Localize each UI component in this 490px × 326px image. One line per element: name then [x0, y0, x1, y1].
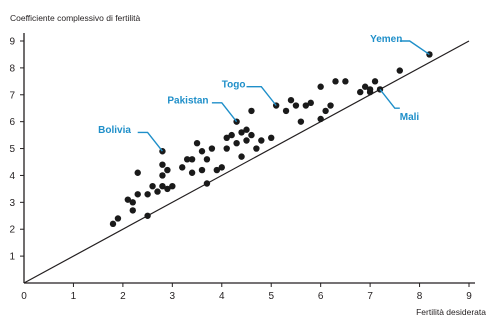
data-point: [223, 134, 230, 141]
data-point: [144, 212, 151, 219]
x-axis-title: Fertilità desiderata: [416, 307, 486, 317]
data-point: [317, 83, 324, 90]
data-point: [179, 164, 186, 171]
x-tick-label: 1: [71, 291, 77, 302]
data-point: [144, 191, 151, 198]
data-point: [268, 134, 275, 141]
data-point: [248, 131, 255, 139]
data-point: [317, 115, 324, 123]
y-tick-label: 4: [9, 171, 15, 182]
x-tick-label: 8: [417, 291, 423, 302]
data-point: [203, 156, 211, 163]
data-point: [213, 166, 221, 174]
data-point: [124, 196, 132, 203]
data-point: [198, 148, 206, 155]
data-point: [297, 118, 305, 125]
data-point: [292, 102, 300, 109]
country-annotations: Yemen Togo Pakistan Bolivia Mali: [98, 34, 430, 152]
y-axis-title: Coefficiente complessivo di fertilità: [10, 13, 141, 23]
data-point: [258, 137, 265, 144]
x-tick-label: 2: [120, 291, 126, 302]
reference-line: [23, 40, 470, 284]
data-point: [322, 107, 329, 115]
annotation-label: Bolivia: [98, 125, 131, 136]
data-point: [243, 137, 250, 144]
data-point: [198, 166, 206, 174]
data-point: [307, 99, 314, 107]
data-point: [129, 199, 136, 206]
data-point: [287, 96, 295, 104]
data-point: [114, 215, 122, 222]
x-tick-label: 9: [466, 291, 472, 302]
y-tick-label: 3: [9, 198, 15, 209]
data-point: [396, 67, 403, 74]
data-point: [233, 139, 240, 147]
y-tick-label: 8: [9, 63, 15, 74]
data-point: [169, 183, 176, 190]
data-point: [193, 139, 201, 147]
annotation-leader-line: [246, 86, 277, 106]
y-tick-label: 2: [9, 225, 15, 236]
data-point: [218, 164, 225, 171]
data-point: [238, 153, 245, 160]
data-point: [129, 207, 136, 214]
data-point: [243, 126, 250, 133]
data-point: [342, 78, 349, 85]
data-point: [203, 180, 211, 187]
data-point: [302, 102, 310, 109]
data-point: [188, 169, 196, 176]
data-point: [253, 145, 260, 152]
y-tick-label: 9: [9, 37, 15, 48]
data-point: [164, 185, 171, 193]
x-tick-label: 3: [170, 291, 176, 302]
annotation-leader-line: [399, 40, 430, 55]
data-points: [109, 51, 433, 228]
data-point: [183, 156, 191, 163]
data-point: [228, 131, 235, 139]
y-tick-label: 7: [9, 90, 15, 101]
reference-line-group: [23, 40, 470, 284]
data-point: [134, 169, 141, 176]
annotation-label: Pakistan: [167, 96, 208, 107]
annotation-leader-line: [211, 102, 238, 123]
data-point: [208, 145, 216, 152]
annotation-leader-line: [379, 88, 400, 109]
data-point: [109, 220, 117, 228]
annotation-label: Mali: [400, 112, 420, 123]
x-tick-label: 5: [268, 291, 274, 302]
data-point: [371, 78, 379, 85]
axes: 0 1 2 3 4 5 6 7 8 9 1 2 3 4 5 6 7 8 9: [9, 33, 475, 302]
data-point: [332, 78, 339, 85]
data-point: [154, 188, 161, 195]
data-point: [134, 191, 141, 198]
data-point: [188, 156, 196, 163]
x-tick-label: 6: [318, 291, 324, 302]
data-point: [159, 172, 166, 179]
data-point: [282, 107, 290, 115]
data-point: [327, 102, 334, 109]
data-point: [159, 161, 166, 168]
y-tick-label: 6: [9, 117, 15, 128]
data-point: [361, 83, 369, 90]
data-point: [366, 88, 374, 96]
x-tick-label: 7: [367, 291, 373, 302]
y-tick-label: 5: [9, 144, 15, 155]
annotation-leader-line: [137, 131, 163, 152]
data-point: [238, 129, 245, 136]
data-point: [357, 88, 364, 96]
y-tick-label: 1: [9, 252, 15, 263]
data-point: [164, 166, 171, 174]
data-point: [248, 107, 255, 115]
data-point: [149, 183, 156, 190]
x-tick-label: 4: [219, 291, 225, 302]
x-tick-label: 0: [21, 291, 27, 302]
annotation-label: Yemen: [370, 34, 402, 45]
data-point: [159, 183, 166, 190]
annotation-label: Togo: [222, 80, 246, 91]
data-point: [223, 145, 230, 152]
